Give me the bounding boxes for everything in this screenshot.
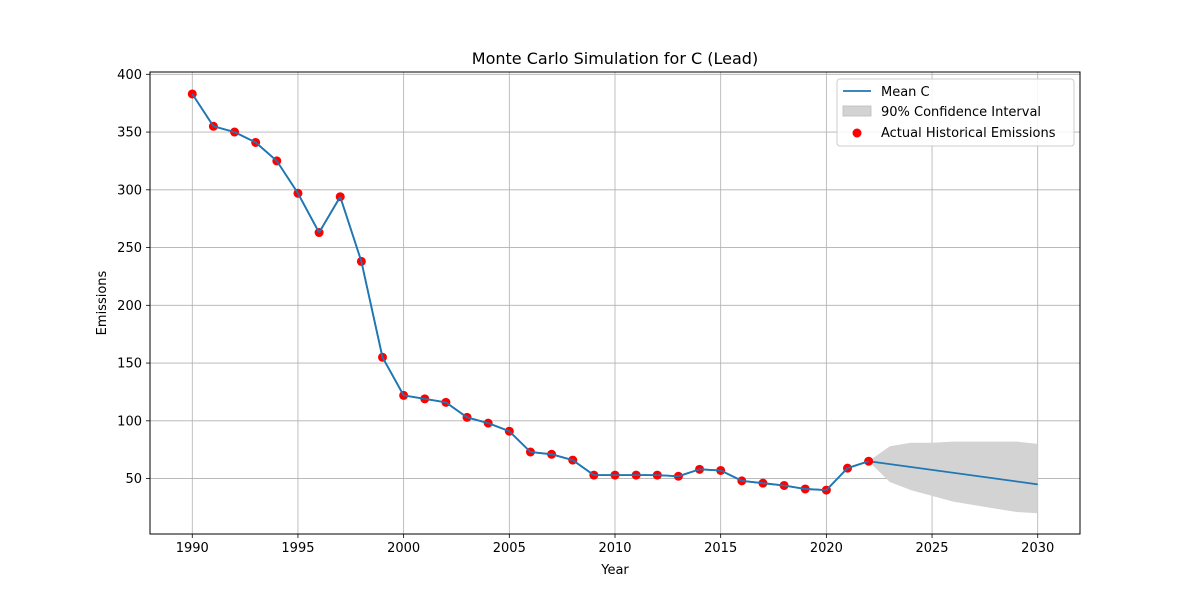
ticks: 1990 1995 2000 2005 2010 2015 2020 2025 2030 50 10… xyxy=(117,68,1054,556)
x-tick-label: 2005 xyxy=(493,541,526,556)
x-tick-label: 2025 xyxy=(915,541,948,556)
legend-ci-label: 90% Confidence Interval xyxy=(881,105,1041,120)
mean-line-segment xyxy=(318,196,342,234)
mean-line-segment xyxy=(445,401,468,419)
x-tick-label: 1990 xyxy=(176,541,209,556)
mean-line-segment xyxy=(381,356,405,396)
mean-line-segment xyxy=(530,451,552,456)
y-tick-label: 50 xyxy=(125,472,142,487)
y-tick-label: 350 xyxy=(117,126,142,141)
x-tick-label: 2010 xyxy=(598,541,631,556)
mean-line-segment xyxy=(551,453,573,461)
y-axis-label: Emissions xyxy=(95,270,110,335)
mean-line-segment xyxy=(699,468,721,472)
mean-line-segment xyxy=(191,93,215,127)
legend-box xyxy=(836,78,1075,147)
y-tick-label: 250 xyxy=(117,241,142,256)
chart-title: Monte Carlo Simulation for C (Lead) xyxy=(472,49,758,68)
mean-line-segment xyxy=(234,131,257,144)
actual-points-layer xyxy=(187,89,874,495)
legend: Mean C 90% Confidence Interval Actual Hi… xyxy=(836,78,1075,147)
mean-line-segment xyxy=(339,196,363,262)
legend-mean-label: Mean C xyxy=(881,85,930,100)
y-tick-label: 150 xyxy=(117,357,142,372)
mean-line-segment xyxy=(572,459,595,476)
mean-line-segment xyxy=(403,394,425,400)
mean-line-segment xyxy=(466,416,489,424)
mean-line-segment xyxy=(783,484,806,490)
mean-line-segment xyxy=(805,488,827,492)
mean-line-segment xyxy=(424,397,447,404)
legend-ci-swatch xyxy=(842,105,872,117)
confidence-interval-layer xyxy=(868,441,1038,514)
mean-line-segment xyxy=(487,422,510,433)
mean-line-segment xyxy=(678,468,700,478)
y-tick-label: 100 xyxy=(117,414,142,429)
mean-line-segment xyxy=(741,479,764,485)
mean-line-segment xyxy=(657,474,679,478)
y-tick-label: 300 xyxy=(117,183,142,198)
y-tick-label: 200 xyxy=(117,299,142,314)
mean-line-segment xyxy=(847,460,869,470)
mean-line-segment xyxy=(276,160,299,194)
x-axis-label: Year xyxy=(600,563,629,578)
x-tick-label: 2015 xyxy=(704,541,737,556)
x-tick-label: 2020 xyxy=(810,541,843,556)
mean-line-segment xyxy=(213,125,235,133)
mean-line-segment xyxy=(297,192,320,233)
mean-line-segment xyxy=(255,141,278,162)
y-tick-label: 400 xyxy=(117,68,142,83)
x-tick-label: 2000 xyxy=(387,541,420,556)
legend-actual-label: Actual Historical Emissions xyxy=(881,126,1056,141)
mean-line-segment xyxy=(508,430,532,453)
mean-line-segment xyxy=(825,467,849,491)
mean-line-segment xyxy=(762,482,785,487)
x-tick-label: 1995 xyxy=(281,541,314,556)
x-tick-label: 2030 xyxy=(1021,541,1054,556)
mean-line-segment xyxy=(360,261,384,358)
mean-line-segment xyxy=(720,469,743,482)
legend-actual-swatch xyxy=(852,128,862,138)
confidence-interval-band xyxy=(868,441,1038,514)
